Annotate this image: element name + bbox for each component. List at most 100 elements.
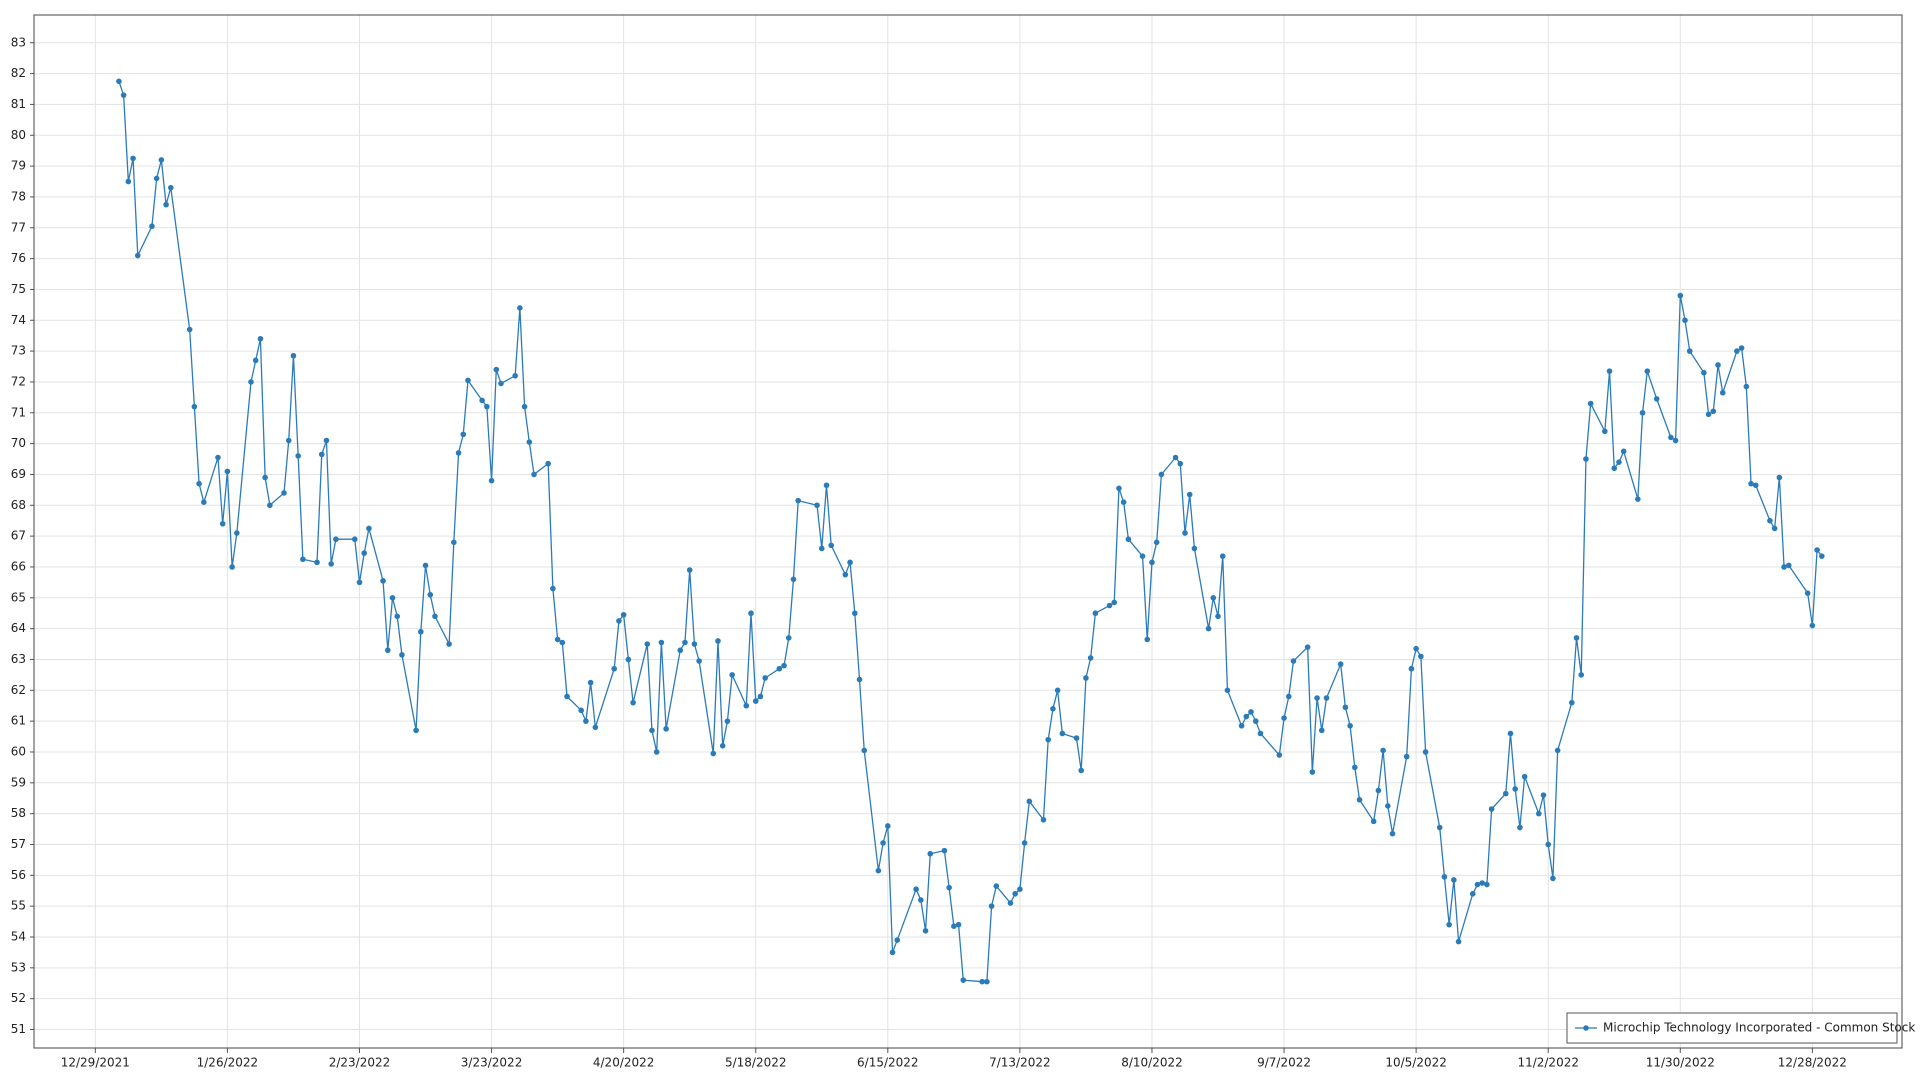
plot-border xyxy=(33,14,1903,1049)
data-point xyxy=(663,726,669,732)
data-point xyxy=(748,610,754,617)
data-point xyxy=(1083,675,1089,681)
data-point xyxy=(1517,824,1523,831)
data-point xyxy=(1512,786,1518,792)
data-point xyxy=(1804,590,1811,596)
data-point xyxy=(224,468,231,475)
data-point xyxy=(1026,798,1033,805)
data-point xyxy=(1309,769,1316,775)
data-point xyxy=(1686,348,1693,354)
x-tick-label: 12/29/2021 xyxy=(61,1056,130,1070)
y-tick-label: 77 xyxy=(11,220,26,234)
data-point xyxy=(1540,792,1547,798)
data-point xyxy=(776,665,783,672)
data-point xyxy=(583,718,589,724)
data-point xyxy=(1602,428,1608,435)
data-point xyxy=(517,305,523,311)
data-point xyxy=(1139,553,1146,559)
y-tick-label: 83 xyxy=(11,35,26,49)
y-tick-label: 62 xyxy=(11,683,26,697)
data-point xyxy=(1436,824,1443,831)
data-point xyxy=(653,749,660,755)
data-point xyxy=(1635,496,1641,502)
data-point xyxy=(861,747,868,754)
data-point xyxy=(880,840,886,846)
data-point xyxy=(493,366,500,373)
data-point xyxy=(885,823,891,829)
data-point xyxy=(1342,704,1349,711)
x-tick-label: 12/28/2022 xyxy=(1778,1056,1847,1070)
x-tick-label: 2/23/2022 xyxy=(329,1056,391,1070)
data-point xyxy=(219,520,226,527)
y-tick-label: 63 xyxy=(11,652,26,666)
data-point xyxy=(229,564,235,570)
data-point xyxy=(1672,437,1679,444)
y-tick-label: 65 xyxy=(11,590,26,604)
data-point xyxy=(1182,530,1188,536)
data-point xyxy=(743,702,750,709)
y-tick-label: 66 xyxy=(11,559,26,573)
y-tick-label: 59 xyxy=(11,775,26,789)
data-point xyxy=(295,453,301,459)
data-point xyxy=(1257,730,1264,737)
data-point xyxy=(427,591,434,598)
data-point xyxy=(677,647,684,654)
y-tick-label: 67 xyxy=(11,529,26,543)
data-point xyxy=(658,639,665,646)
data-point xyxy=(1668,434,1674,441)
data-point xyxy=(446,641,452,647)
data-point xyxy=(587,679,594,686)
data-point xyxy=(790,576,797,583)
data-point xyxy=(1535,810,1542,817)
data-point xyxy=(1191,545,1198,552)
data-point xyxy=(1111,599,1118,606)
data-point xyxy=(1644,368,1651,374)
data-point xyxy=(418,628,424,635)
data-point xyxy=(1814,547,1820,553)
data-point xyxy=(234,530,240,536)
data-point xyxy=(356,579,363,586)
data-point xyxy=(847,559,853,566)
data-point xyxy=(630,699,636,706)
x-tick-label: 11/30/2022 xyxy=(1646,1056,1715,1070)
y-tick-label: 61 xyxy=(11,714,26,728)
data-point xyxy=(1785,562,1792,569)
data-point xyxy=(620,611,627,618)
data-point xyxy=(1318,727,1325,734)
data-point xyxy=(851,610,858,617)
data-point xyxy=(1682,317,1688,324)
data-point xyxy=(559,639,566,646)
data-point xyxy=(1488,806,1495,812)
data-point xyxy=(1243,713,1250,720)
data-point xyxy=(1554,747,1561,754)
data-point xyxy=(1578,672,1585,678)
data-point xyxy=(484,403,490,410)
data-point xyxy=(1186,491,1193,498)
data-point xyxy=(1507,730,1514,737)
data-point xyxy=(1771,525,1778,532)
data-point xyxy=(1568,699,1575,706)
x-tick-label: 7/13/2022 xyxy=(989,1056,1051,1070)
data-point xyxy=(752,698,759,704)
data-point xyxy=(1158,471,1165,478)
data-point xyxy=(564,693,570,700)
data-point xyxy=(351,536,358,543)
data-point xyxy=(248,379,254,385)
data-point xyxy=(257,335,264,342)
y-tick-label: 81 xyxy=(11,97,26,111)
data-point xyxy=(1172,454,1179,461)
data-point xyxy=(715,638,721,644)
y-tick-label: 69 xyxy=(11,467,26,481)
data-point xyxy=(167,184,174,191)
data-point xyxy=(314,559,320,566)
data-point xyxy=(281,490,287,496)
y-tick-label: 76 xyxy=(11,251,26,265)
data-point xyxy=(875,867,882,874)
data-point xyxy=(451,539,457,546)
legend-swatch-marker xyxy=(1583,1025,1589,1031)
data-point xyxy=(328,561,334,567)
data-point xyxy=(1248,709,1254,715)
data-point xyxy=(1252,718,1259,724)
